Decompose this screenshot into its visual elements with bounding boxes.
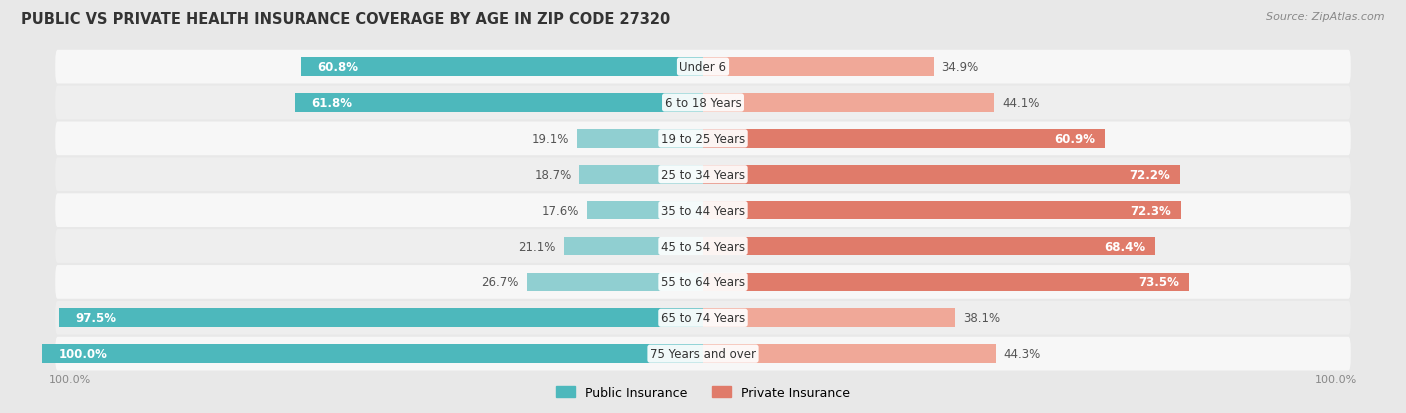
Text: 100.0%: 100.0%	[49, 375, 91, 385]
Text: 25 to 34 Years: 25 to 34 Years	[661, 169, 745, 181]
Text: 72.2%: 72.2%	[1129, 169, 1170, 181]
Bar	[527, 273, 703, 292]
Text: 45 to 54 Years: 45 to 54 Years	[661, 240, 745, 253]
Text: 68.4%: 68.4%	[1104, 240, 1144, 253]
Text: 73.5%: 73.5%	[1137, 276, 1178, 289]
Text: 18.7%: 18.7%	[534, 169, 571, 181]
Text: 60.8%: 60.8%	[318, 61, 359, 74]
FancyBboxPatch shape	[55, 158, 1351, 192]
Bar	[703, 309, 955, 328]
Text: 26.7%: 26.7%	[481, 276, 519, 289]
Text: 61.8%: 61.8%	[311, 97, 352, 110]
Text: 35 to 44 Years: 35 to 44 Years	[661, 204, 745, 217]
FancyBboxPatch shape	[55, 122, 1351, 156]
Text: 19.1%: 19.1%	[531, 133, 569, 145]
Text: 100.0%: 100.0%	[1315, 375, 1357, 385]
Text: 44.1%: 44.1%	[1002, 97, 1039, 110]
Text: 34.9%: 34.9%	[942, 61, 979, 74]
Text: 44.3%: 44.3%	[1004, 347, 1040, 360]
FancyBboxPatch shape	[55, 337, 1351, 370]
Bar	[301, 58, 703, 77]
Text: Source: ZipAtlas.com: Source: ZipAtlas.com	[1267, 12, 1385, 22]
Bar	[703, 166, 1180, 184]
Text: 17.6%: 17.6%	[541, 204, 579, 217]
Bar	[703, 94, 994, 113]
Text: 38.1%: 38.1%	[963, 311, 1000, 325]
Bar	[59, 309, 703, 328]
FancyBboxPatch shape	[55, 230, 1351, 263]
Text: 60.9%: 60.9%	[1054, 133, 1095, 145]
FancyBboxPatch shape	[55, 301, 1351, 335]
Text: PUBLIC VS PRIVATE HEALTH INSURANCE COVERAGE BY AGE IN ZIP CODE 27320: PUBLIC VS PRIVATE HEALTH INSURANCE COVER…	[21, 12, 671, 27]
Bar	[295, 94, 703, 113]
Text: 65 to 74 Years: 65 to 74 Years	[661, 311, 745, 325]
Bar	[703, 237, 1154, 256]
Text: 100.0%: 100.0%	[59, 347, 108, 360]
FancyBboxPatch shape	[55, 86, 1351, 120]
Bar	[703, 130, 1105, 148]
Text: Under 6: Under 6	[679, 61, 727, 74]
FancyBboxPatch shape	[55, 194, 1351, 228]
Bar	[579, 166, 703, 184]
Bar	[42, 344, 703, 363]
Bar	[576, 130, 703, 148]
Text: 72.3%: 72.3%	[1130, 204, 1171, 217]
Bar	[703, 273, 1188, 292]
Bar	[703, 344, 995, 363]
Legend: Public Insurance, Private Insurance: Public Insurance, Private Insurance	[551, 381, 855, 404]
FancyBboxPatch shape	[55, 51, 1351, 84]
Text: 21.1%: 21.1%	[519, 240, 555, 253]
Bar	[703, 58, 934, 77]
Bar	[703, 201, 1181, 220]
Text: 75 Years and over: 75 Years and over	[650, 347, 756, 360]
Text: 19 to 25 Years: 19 to 25 Years	[661, 133, 745, 145]
Text: 97.5%: 97.5%	[76, 311, 117, 325]
Bar	[586, 201, 703, 220]
Bar	[564, 237, 703, 256]
Text: 55 to 64 Years: 55 to 64 Years	[661, 276, 745, 289]
FancyBboxPatch shape	[55, 266, 1351, 299]
Text: 6 to 18 Years: 6 to 18 Years	[665, 97, 741, 110]
